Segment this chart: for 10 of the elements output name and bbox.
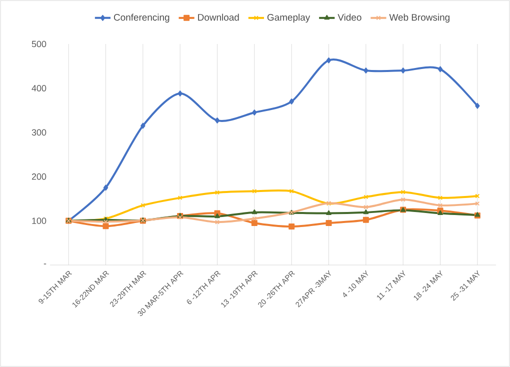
y-tick-label: 300 bbox=[32, 129, 46, 136]
legend-label: Web Browsing bbox=[389, 14, 450, 23]
legend-label: Video bbox=[338, 14, 362, 21]
y-tick-label: 200 bbox=[32, 173, 46, 180]
y-tick-label: 500 bbox=[32, 40, 46, 48]
legend-label: Download bbox=[198, 14, 239, 21]
y-tick-label: 400 bbox=[32, 85, 46, 92]
legend-label: Conferencing bbox=[114, 14, 170, 23]
y-tick-label: 100 bbox=[32, 218, 46, 224]
legend-label: Gameplay bbox=[267, 14, 310, 23]
